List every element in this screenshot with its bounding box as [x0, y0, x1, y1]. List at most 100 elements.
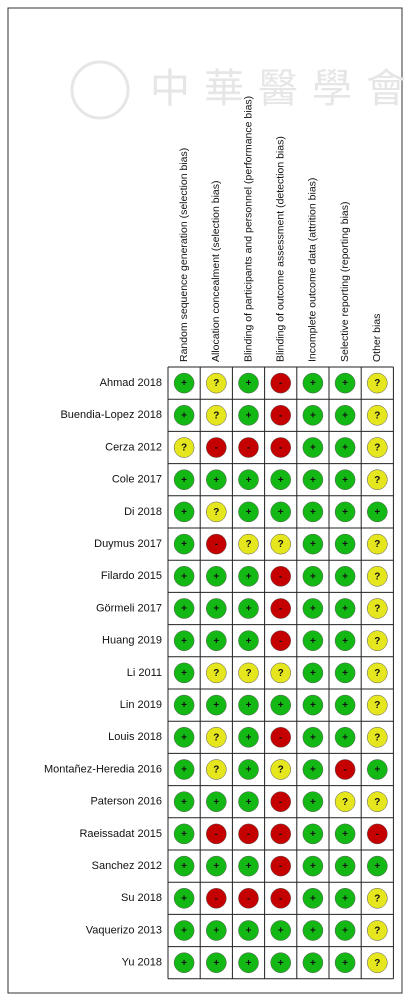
judgement-circle: [173, 437, 195, 458]
judgement-circle: [270, 920, 291, 941]
judgement-symbol: +: [181, 475, 187, 486]
judgement-circle: [173, 888, 195, 909]
judgement-symbol: +: [213, 861, 219, 872]
judgement-circle: [173, 727, 195, 748]
watermark: 中華醫學會: [150, 66, 410, 112]
judgement-symbol: -: [215, 539, 218, 550]
judgement-circle: [367, 469, 388, 490]
judgement-circle: [238, 727, 259, 748]
judgement-symbol: +: [181, 604, 187, 615]
judgement-circle: [206, 727, 227, 748]
judgement-circle: [334, 823, 356, 845]
judgement-symbol: +: [181, 958, 187, 969]
judgement-symbol: +: [213, 926, 219, 937]
judgement-circle: [173, 469, 195, 490]
column-header: Incomplete outcome data (attrition bias): [307, 178, 319, 362]
judgement-circle: [367, 920, 388, 941]
judgement-circle: [334, 630, 356, 651]
judgement-circle: [206, 372, 227, 394]
judgement-symbol: +: [310, 926, 316, 937]
judgement-symbol: -: [279, 636, 282, 647]
judgement-circle: [270, 662, 291, 684]
judgement-symbol: ?: [278, 765, 284, 776]
judgement-symbol: +: [310, 861, 316, 872]
judgement-circle: [173, 694, 195, 716]
column-header: Blinding of outcome assessment (detectio…: [274, 136, 286, 362]
judgement-circle: [238, 566, 259, 587]
judgement-symbol: +: [310, 732, 316, 743]
study-label: Duymus 2017: [94, 538, 162, 550]
judgement-circle: [173, 566, 195, 587]
judgement-circle: [270, 437, 291, 458]
judgement-circle: [367, 888, 388, 909]
judgement-circle: [302, 405, 324, 426]
judgement-symbol: +: [213, 958, 219, 969]
judgement-circle: [302, 662, 324, 684]
judgement-symbol: +: [342, 893, 348, 904]
judgement-circle: [206, 501, 227, 523]
judgement-circle: [302, 372, 324, 394]
judgement-circle: [238, 694, 259, 716]
judgement-symbol: ?: [374, 958, 380, 969]
judgement-circle: [173, 501, 195, 523]
judgement-symbol: ?: [278, 668, 284, 679]
judgement-symbol: -: [247, 829, 250, 840]
judgement-symbol: ?: [374, 926, 380, 937]
frame: [7, 7, 403, 994]
judgement-circle: [367, 630, 388, 651]
judgement-symbol: +: [246, 797, 252, 808]
judgement-symbol: +: [246, 926, 252, 937]
judgement-symbol: +: [213, 475, 219, 486]
judgement-circle: [270, 952, 291, 973]
column-header: Blinding of participants and personnel (…: [242, 96, 254, 362]
judgement-circle: [238, 598, 259, 619]
judgement-symbol: +: [181, 732, 187, 743]
judgement-circle: [238, 855, 259, 877]
judgement-circle: [270, 855, 291, 877]
judgement-circle: [270, 501, 291, 523]
judgement-circle: [238, 791, 259, 812]
judgement-symbol: +: [342, 604, 348, 615]
judgement-circle: [173, 791, 195, 812]
judgement-circle: [367, 823, 388, 845]
judgement-circle: [270, 823, 291, 845]
judgement-symbol: +: [342, 636, 348, 647]
judgement-symbol: +: [181, 797, 187, 808]
judgement-circle: [334, 662, 356, 684]
judgement-symbol: +: [213, 604, 219, 615]
judgement-symbol: +: [342, 732, 348, 743]
study-label: Raeissadat 2015: [79, 828, 162, 840]
judgement-circle: [334, 405, 356, 426]
study-label: Ahmad 2018: [100, 377, 162, 389]
study-label: Montañez-Heredia 2016: [44, 763, 162, 775]
judgement-symbol: +: [342, 861, 348, 872]
judgement-symbol: +: [213, 571, 219, 582]
judgement-circle: [206, 855, 227, 877]
judgement-circle: [238, 823, 259, 845]
judgement-symbol: ?: [213, 668, 219, 679]
judgement-symbol: -: [279, 571, 282, 582]
study-label: Yu 2018: [122, 957, 162, 969]
judgement-circle: [173, 598, 195, 619]
judgement-circle: [270, 759, 291, 780]
study-label: Li 2011: [127, 667, 162, 679]
judgement-symbol: +: [246, 410, 252, 421]
judgement-circle: [206, 662, 227, 684]
judgement-symbol: +: [246, 861, 252, 872]
judgement-symbol: +: [181, 539, 187, 550]
judgement-circle: [367, 533, 388, 555]
judgement-symbol: +: [213, 700, 219, 711]
judgement-circle: [334, 920, 356, 941]
judgement-circle: [206, 823, 227, 845]
judgement-symbol: +: [310, 636, 316, 647]
judgement-symbol: -: [247, 893, 250, 904]
judgement-circle: [270, 598, 291, 619]
study-label: Huang 2019: [102, 635, 162, 647]
judgement-circle: [302, 727, 324, 748]
judgement-circle: [302, 630, 324, 651]
judgement-circle: [238, 920, 259, 941]
judgement-circle: [367, 598, 388, 619]
judgement-circle: [302, 501, 324, 523]
judgement-symbol: +: [310, 378, 316, 389]
